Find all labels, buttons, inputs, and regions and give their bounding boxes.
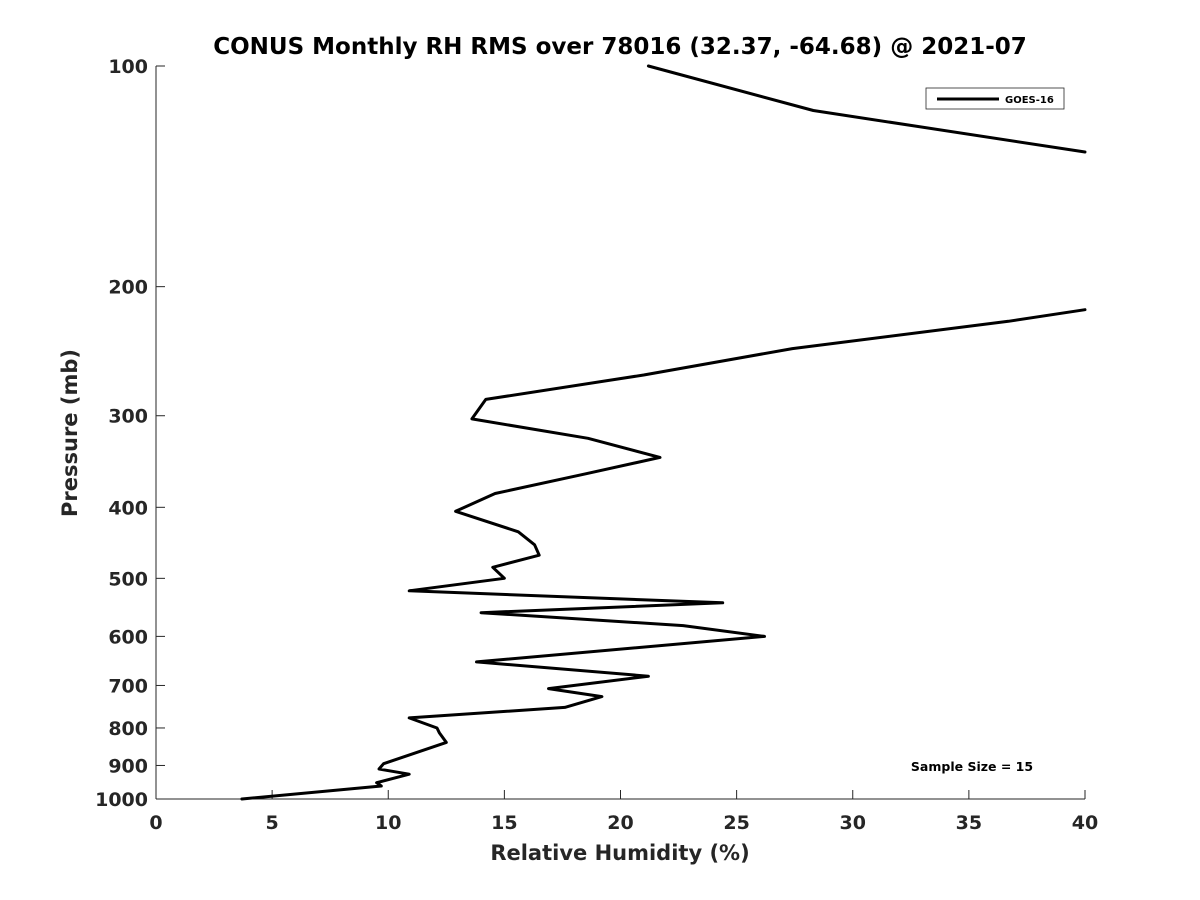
y-ticks: 100 200 300 400 500 600 700 800 900 1000 (95, 56, 165, 811)
series-line-1 (240, 308, 1087, 801)
x-tick-label: 5 (266, 812, 279, 834)
x-tick-label: 20 (607, 812, 633, 834)
x-ticks: 0 5 10 15 20 25 30 35 40 (149, 790, 1098, 834)
y-axis-label: Pressure (mb) (58, 349, 82, 517)
chart-title: CONUS Monthly RH RMS over 78016 (32.37, … (213, 34, 1027, 60)
legend-label-goes-16: GOES-16 (1005, 95, 1054, 106)
x-tick-label: 40 (1072, 812, 1098, 834)
y-tick-label: 400 (108, 497, 148, 519)
x-tick-label: 30 (840, 812, 866, 834)
series-layer (240, 64, 1087, 801)
y-tick-label: 1000 (95, 789, 148, 811)
x-tick-label: 25 (723, 812, 749, 834)
y-tick-label: 600 (108, 626, 148, 648)
y-tick-label: 800 (108, 718, 148, 740)
y-tick-label: 300 (108, 406, 148, 428)
y-tick-label: 700 (108, 675, 148, 697)
sample-size-annotation: Sample Size = 15 (911, 759, 1033, 774)
x-tick-label: 15 (491, 812, 517, 834)
y-tick-label: 100 (108, 56, 148, 78)
x-axis-label: Relative Humidity (%) (490, 841, 749, 865)
y-tick-label: 200 (108, 277, 148, 299)
y-tick-label: 900 (108, 755, 148, 777)
series-line-2 (646, 64, 1087, 154)
x-tick-label: 35 (956, 812, 982, 834)
legend: GOES-16 (925, 87, 1065, 110)
x-tick-label: 10 (375, 812, 401, 834)
x-tick-label: 0 (149, 812, 162, 834)
y-tick-label: 500 (108, 568, 148, 590)
